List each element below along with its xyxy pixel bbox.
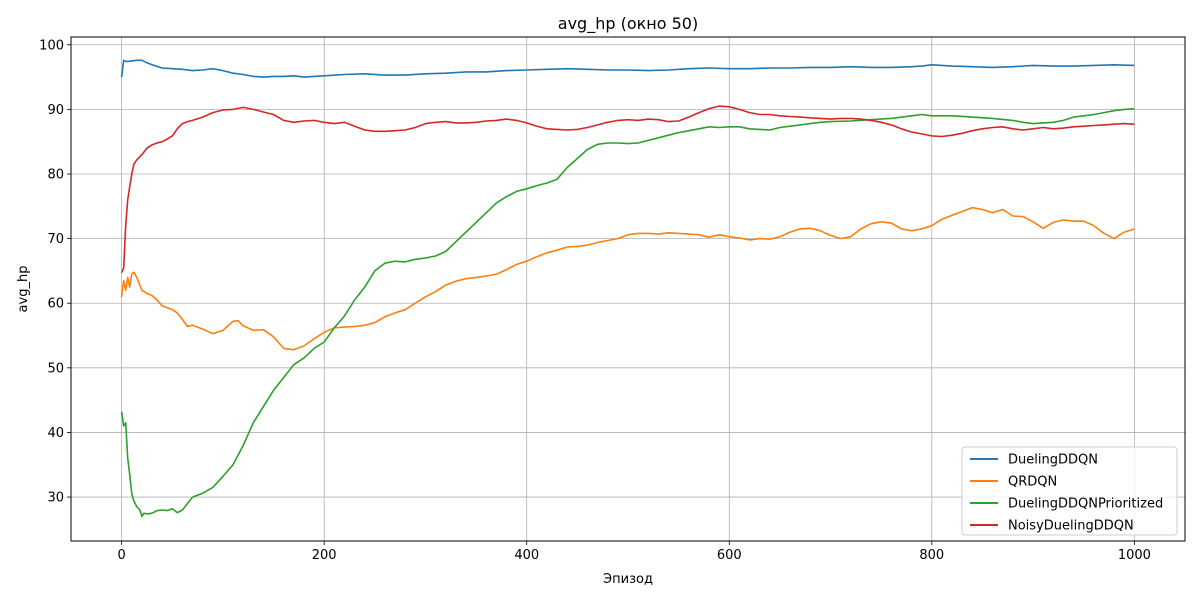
y-tick-label: 70 (47, 232, 64, 247)
y-tick-label: 30 (47, 491, 64, 506)
series-line-duelingddqn (120, 59, 1135, 78)
legend-label-qrdqn: QRDQN (1008, 475, 1057, 490)
x-tick-label: 1000 (1118, 548, 1151, 563)
legend-label-duelingddqn: DuelingDDQN (1008, 453, 1098, 468)
series-line-qrdqn (120, 206, 1135, 351)
y-tick-label: 80 (47, 167, 64, 182)
legend: DuelingDDQN QRDQN DuelingDDQNPrioritized No… (961, 446, 1178, 536)
series-line-duelingddqnprioritized (120, 107, 1135, 518)
ticks-layer: 0 200 400 600 800 1000 30 40 50 60 70 80 90 100 (39, 38, 1151, 563)
y-tick-label: 60 (47, 297, 64, 312)
legend-label-noisyduelingddqn: NoisyDuelingDDQN (1008, 519, 1134, 534)
y-tick-label: 90 (47, 103, 64, 118)
x-tick-label: 0 (117, 548, 125, 563)
x-tick-label: 400 (514, 548, 539, 563)
x-axis-label: Эпизод (603, 572, 653, 587)
x-tick-label: 600 (717, 548, 742, 563)
series-line-noisyduelingddqn (120, 105, 1135, 274)
series-layer (120, 59, 1135, 518)
x-tick-label: 800 (919, 548, 944, 563)
plot-frame (70, 36, 1186, 542)
y-axis-label: avg_hp (16, 266, 31, 313)
y-tick-label: 40 (47, 426, 64, 441)
y-tick-label: 100 (39, 38, 64, 53)
y-tick-label: 50 (47, 361, 64, 376)
legend-frame (961, 446, 1178, 536)
legend-label-duelingddqnprioritized: DuelingDDQNPrioritized (1008, 497, 1163, 512)
x-tick-label: 200 (312, 548, 337, 563)
chart-title: avg_hp (окно 50) (558, 14, 698, 34)
